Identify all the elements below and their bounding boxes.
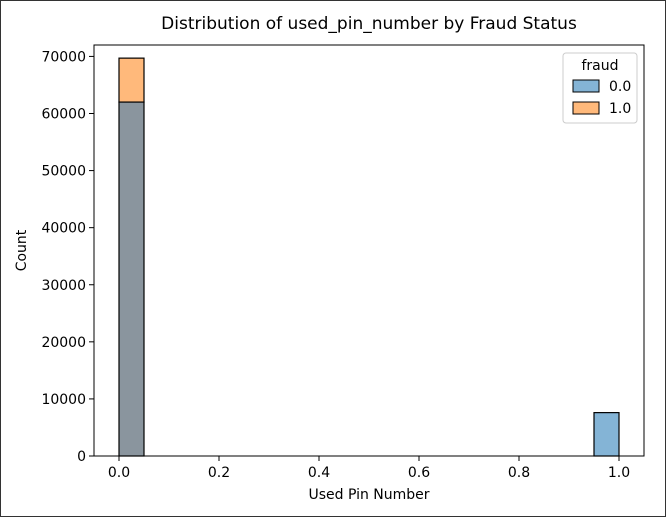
legend: fraud 0.0 1.0 (562, 52, 638, 124)
x-axis-label: Used Pin Number (308, 487, 429, 503)
y-tick-label: 10000 (41, 392, 86, 408)
x-tick-label: 0.2 (208, 465, 230, 481)
bars-layer (118, 57, 620, 457)
x-tick-label: 0.6 (408, 465, 430, 481)
chart-title: Distribution of used_pin_number by Fraud… (161, 14, 577, 34)
y-tick-label: 30000 (41, 278, 86, 294)
x-tick-label: 0.4 (308, 465, 330, 481)
y-tick-label: 0 (77, 449, 86, 465)
y-tick-label: 50000 (41, 164, 86, 180)
y-axis: 0 10000 20000 30000 40000 50000 60000 70000 (41, 49, 94, 465)
y-axis-label: Count (14, 229, 30, 271)
y-tick-label: 70000 (41, 49, 86, 65)
legend-swatch (572, 79, 600, 93)
x-axis: 0.0 0.2 0.4 0.6 0.8 1.0 (108, 456, 630, 481)
plot-area-border (93, 44, 645, 457)
legend-title: fraud (581, 58, 618, 74)
histogram-bar (118, 57, 145, 103)
legend-entry-label: 1.0 (609, 101, 631, 117)
x-tick-label: 0.0 (108, 465, 130, 481)
histogram-bar-overlap (118, 101, 145, 457)
legend-entry-label: 0.0 (609, 79, 631, 95)
x-tick-label: 0.8 (508, 465, 530, 481)
legend-swatch (572, 101, 600, 115)
histogram-bar (593, 412, 620, 457)
x-tick-label: 1.0 (608, 465, 630, 481)
y-tick-label: 20000 (41, 335, 86, 351)
y-tick-label: 40000 (41, 221, 86, 237)
y-tick-label: 60000 (41, 107, 86, 123)
